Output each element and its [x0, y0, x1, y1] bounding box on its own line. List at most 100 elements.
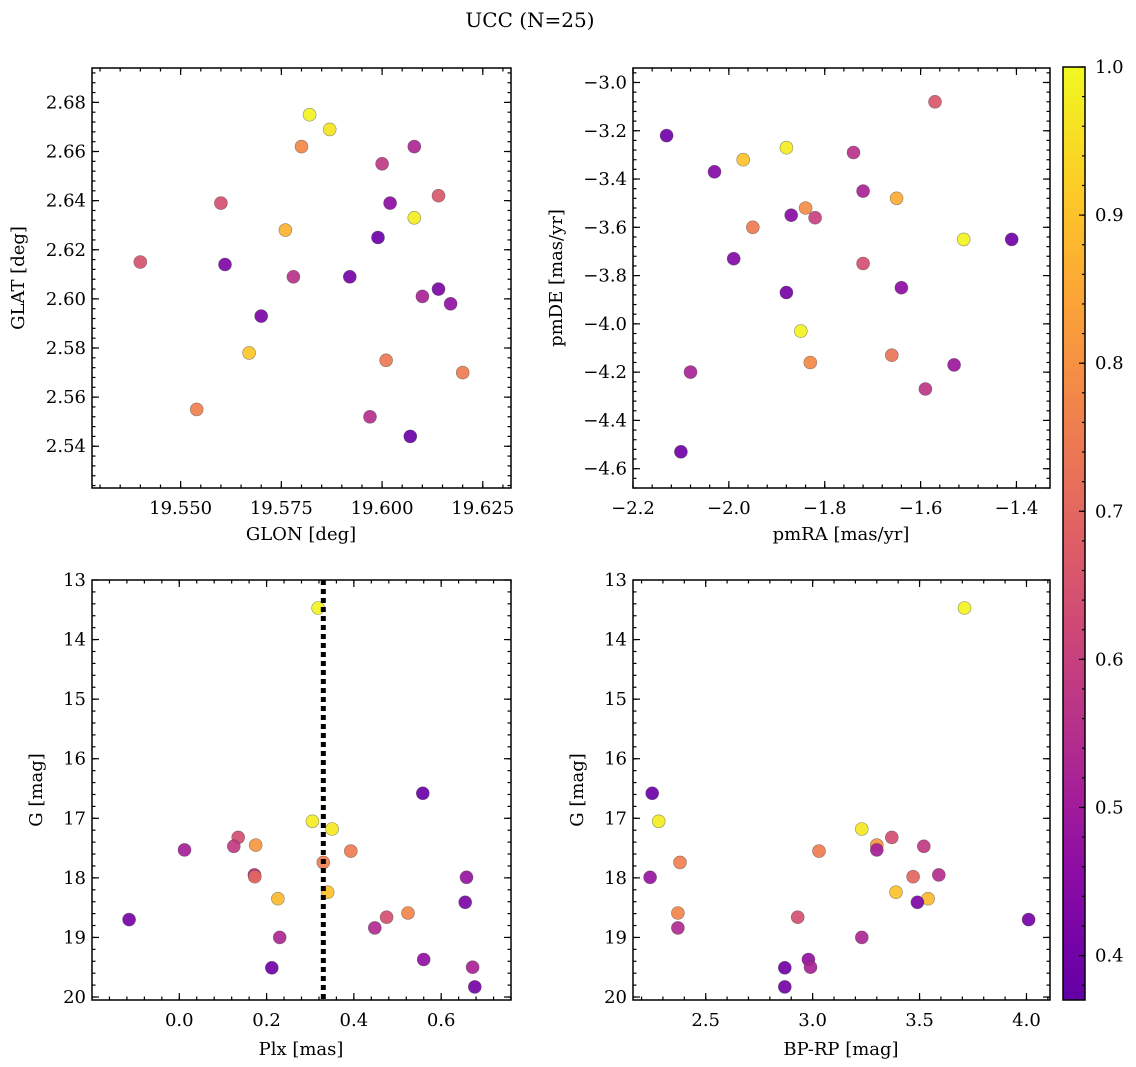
colorbar-tick-label: 0.4	[1095, 946, 1124, 967]
y-tick-label: −4.0	[583, 314, 627, 335]
y-tick-label: 2.54	[46, 436, 86, 457]
ticks-glon-glat: 19.550 19.575 19.600 19.625 2.54 2.56 2.58 2.60…	[46, 68, 514, 519]
data-point	[443, 296, 458, 311]
data-point	[894, 280, 909, 295]
axes-frame-pmra-pmde	[632, 67, 1051, 489]
data-point	[383, 196, 397, 210]
x-tick-label: 19.575	[250, 498, 313, 519]
data-point	[793, 324, 808, 338]
ticks-plx-g: 0.0 0.2 0.4 0.6 13 14 15 16 17 18 19 20	[63, 570, 512, 1031]
data-point	[467, 980, 482, 994]
data-point	[671, 921, 685, 935]
data-point	[431, 188, 446, 203]
data-point	[177, 843, 192, 857]
data-point	[854, 822, 869, 836]
data-point	[407, 139, 422, 154]
y-tick-label: 15	[63, 689, 86, 710]
data-point	[808, 210, 822, 225]
colorbar-tick-label: 1.0	[1095, 57, 1124, 78]
data-point	[363, 409, 377, 424]
data-point	[416, 952, 431, 967]
data-point	[884, 830, 899, 845]
data-point	[458, 895, 473, 910]
data-point	[325, 822, 339, 836]
x-tick-label: 3.0	[798, 1010, 827, 1031]
x-axis-label-pmra-pmde: pmRA [mas/yr]	[773, 524, 910, 545]
data-point	[286, 269, 301, 284]
y-tick-label: 19	[604, 927, 627, 948]
data-point	[302, 107, 317, 122]
data-point	[673, 855, 687, 870]
data-point	[214, 196, 228, 210]
colorbar-tick-label: 0.8	[1095, 353, 1124, 374]
data-point	[342, 269, 357, 284]
x-tick-label: 4.0	[1012, 1010, 1041, 1031]
panel-pmra-pmde: −2.2 −2.0 −1.8 −1.6 −1.4 −4.6 −4.4 −4.2 −4.0 −3.8…	[546, 67, 1051, 545]
y-tick-label: 2.62	[46, 240, 86, 261]
axes-frame-plx-g	[91, 579, 512, 1001]
data-point	[906, 869, 920, 884]
y-axis-label-pmra-pmde: pmDE [mas/yr]	[546, 209, 567, 347]
x-tick-label: −1.6	[899, 498, 943, 519]
y-tick-label: −4.4	[583, 410, 627, 431]
y-tick-label: 19	[63, 927, 86, 948]
data-point	[671, 906, 685, 920]
y-tick-label: 16	[604, 749, 627, 770]
colorbar: 0.4 0.5 0.6 0.7 0.8 0.9 1.0	[1062, 57, 1124, 1001]
data-point	[803, 960, 818, 975]
axes-frame-bprp-g	[632, 579, 1051, 1001]
y-tick-label: 17	[604, 808, 627, 829]
data-point	[784, 208, 799, 222]
y-tick-label: −3.8	[583, 266, 627, 287]
y-tick-label: −3.4	[583, 169, 627, 190]
colorbar-tick-label: 0.9	[1095, 205, 1124, 226]
data-point	[272, 930, 287, 945]
data-point	[1004, 232, 1019, 247]
y-tick-label: 15	[604, 689, 627, 710]
data-point	[264, 960, 279, 975]
data-point	[790, 910, 805, 925]
data-point	[401, 906, 415, 920]
data-point	[431, 282, 446, 296]
data-point	[803, 355, 818, 370]
y-axis-label-bprp-g: G [mag]	[567, 753, 588, 826]
x-tick-label: 0.6	[427, 1010, 456, 1031]
data-point	[379, 353, 393, 368]
y-tick-label: 2.58	[46, 338, 86, 359]
x-tick-label: 2.5	[691, 1010, 720, 1031]
y-tick-label: −3.0	[583, 72, 627, 93]
data-point	[455, 365, 470, 380]
data-point	[884, 348, 899, 363]
y-axis-label-plx-g: G [mag]	[26, 753, 47, 826]
data-point	[459, 870, 474, 885]
y-tick-label: 2.60	[46, 289, 86, 310]
colorbar-tick-label: 0.6	[1095, 649, 1124, 670]
data-point	[777, 980, 792, 994]
data-point	[947, 358, 961, 372]
data-point	[242, 346, 256, 360]
data-point	[931, 868, 946, 882]
data-point	[779, 140, 794, 155]
panel-plx-g: 0.0 0.2 0.4 0.6 13 14 15 16 17 18 19 20 Plx [mas] G…	[26, 570, 512, 1060]
y-axis-label-glon-glat: GLAT [deg]	[8, 226, 29, 330]
y-tick-label: 14	[63, 630, 86, 651]
data-point	[415, 289, 430, 304]
panel-glon-glat: 19.550 19.575 19.600 19.625 2.54 2.56 2.58 2.60…	[8, 67, 514, 545]
x-axis-label-bprp-g: BP-RP [mag]	[783, 1039, 898, 1060]
y-tick-label: −4.6	[583, 459, 627, 480]
data-point	[375, 157, 389, 171]
data-point	[736, 152, 751, 167]
data-point	[812, 844, 826, 858]
data-point	[278, 223, 293, 237]
data-point	[918, 382, 933, 396]
colorbar-ticks: 0.4 0.5 0.6 0.7 0.8 0.9 1.0	[1079, 57, 1124, 986]
points-pmra-pmde	[659, 95, 1019, 459]
data-point	[305, 814, 320, 829]
data-point	[379, 910, 394, 925]
y-tick-label: 13	[63, 570, 86, 591]
data-point	[407, 211, 422, 225]
ticks-pmra-pmde: −2.2 −2.0 −1.8 −1.6 −1.4 −4.6 −4.4 −4.2 −4.0 −3.8…	[583, 68, 1050, 519]
points-bprp-g	[643, 601, 1036, 994]
y-tick-label: 18	[604, 868, 627, 889]
data-point	[254, 309, 269, 323]
